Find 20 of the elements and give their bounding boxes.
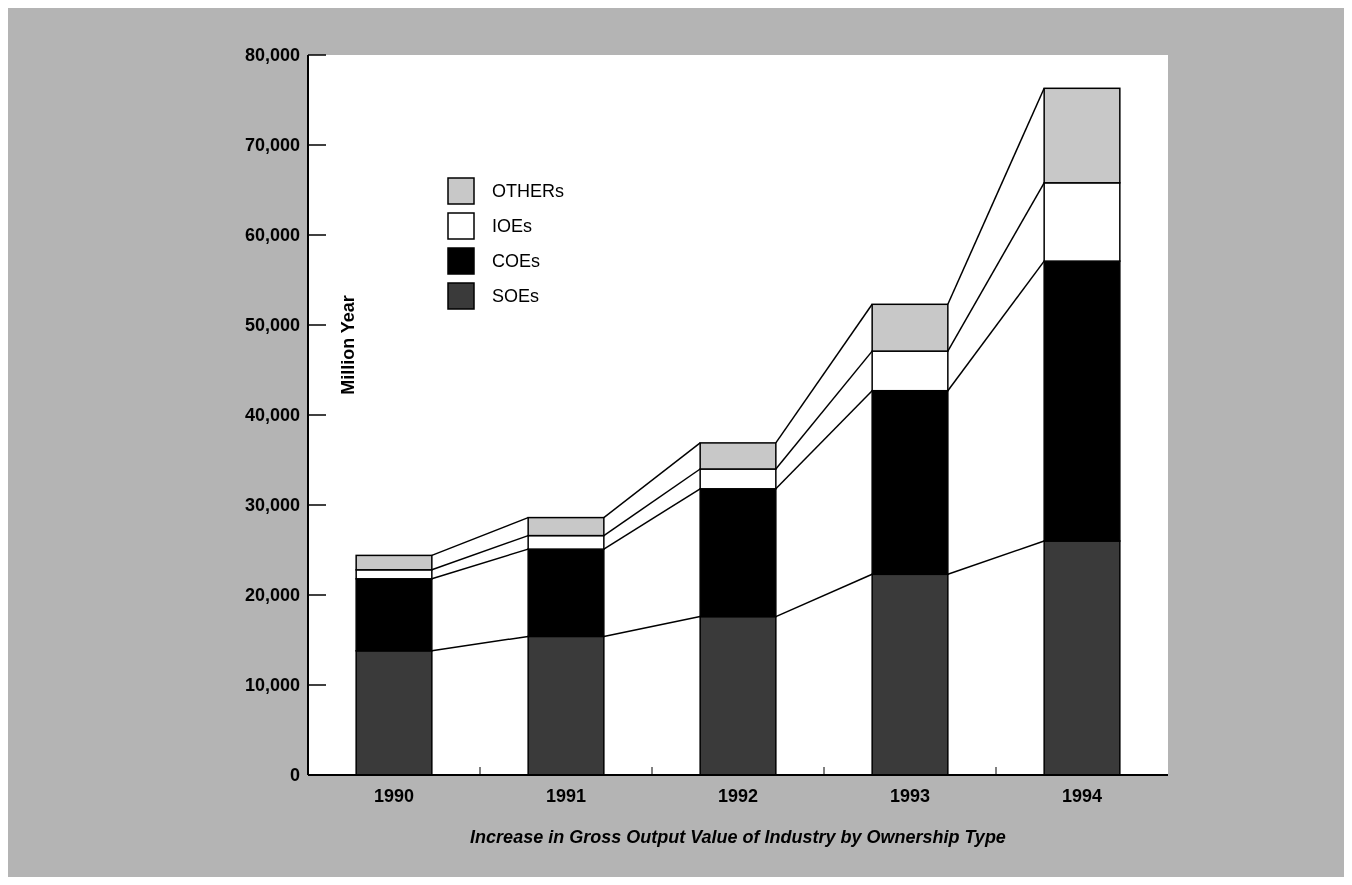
y-tick-label: 0 <box>289 765 300 786</box>
legend-label: COEs <box>492 251 541 272</box>
y-tick-label: 70,000 <box>244 135 300 156</box>
legend-label: IOEs <box>492 216 533 237</box>
y-tick-label: 80,000 <box>244 45 300 66</box>
y-tick-label: 60,000 <box>244 225 300 246</box>
legend-label: OTHERs <box>492 181 564 202</box>
y-tick-label: 20,000 <box>244 585 300 606</box>
legend-label: SOEs <box>492 286 540 307</box>
y-tick-label: 50,000 <box>244 315 300 336</box>
y-tick-label: 30,000 <box>244 495 300 516</box>
x-axis-title: Increase in Gross Output Value of Industry by Ownership Type <box>470 827 1006 847</box>
x-tick-label: 1992 <box>717 786 759 806</box>
y-axis-title: Million Year <box>338 295 358 395</box>
y-tick-label: 10,000 <box>244 675 300 696</box>
x-tick-label: 1991 <box>545 786 587 806</box>
x-tick-label: 1990 <box>373 786 415 806</box>
x-tick-label: 1994 <box>1061 786 1103 806</box>
x-tick-label: 1993 <box>889 786 931 806</box>
y-tick-label: 40,000 <box>244 405 300 426</box>
